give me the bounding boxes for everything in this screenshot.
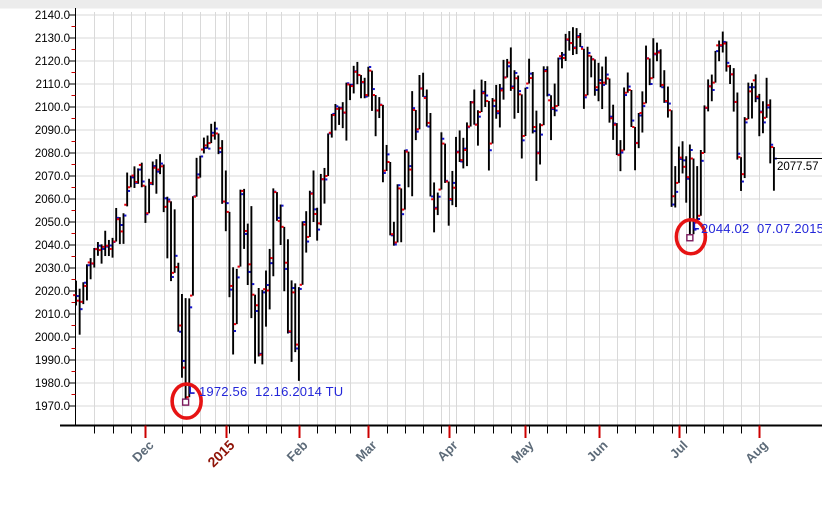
y-tick-label: 2130.0 bbox=[35, 33, 70, 45]
y-tick-label: 2090.0 bbox=[35, 125, 70, 137]
highlight-circle bbox=[170, 382, 203, 420]
last-price-label: 2077.57 bbox=[777, 161, 819, 173]
window-chrome-strip bbox=[0, 0, 822, 9]
y-tick-label: 2070.0 bbox=[35, 171, 70, 183]
annotation-low-dec-label[interactable]: 1972.56 12.16.2014 TU bbox=[199, 384, 344, 399]
y-tick-label: 2020.0 bbox=[35, 286, 70, 298]
x-axis-month-label: Apr bbox=[434, 438, 460, 464]
highlight-circle bbox=[674, 217, 708, 256]
y-tick-label: 2050.0 bbox=[35, 217, 70, 229]
y-tick-label: 2060.0 bbox=[35, 194, 70, 206]
y-tick-label: 1970.0 bbox=[35, 401, 70, 413]
x-axis-month-labels: Dec 2015 Feb Mar Apr May Jun Jul Aug bbox=[129, 437, 771, 470]
y-tick-label: 2030.0 bbox=[35, 263, 70, 275]
y-axis-labels: 2140.0 2130.0 2120.0 2110.0 2100.0 2090.0 2080… bbox=[35, 10, 70, 413]
x-axis-month-label: Jul bbox=[667, 438, 691, 462]
x-axis-month-label: Dec bbox=[129, 438, 156, 465]
y-axis-ticks bbox=[69, 14, 76, 407]
y-tick-label: 2080.0 bbox=[35, 148, 70, 160]
annotation-markers[interactable] bbox=[170, 217, 708, 420]
y-tick-label: 2110.0 bbox=[36, 79, 70, 91]
x-axis-ticks bbox=[93, 425, 761, 438]
annotation-2[interactable] bbox=[674, 217, 708, 256]
x-axis-month-label: Mar bbox=[353, 438, 380, 465]
y-tick-label: 2040.0 bbox=[35, 240, 70, 252]
x-axis-month-label: May bbox=[508, 437, 537, 466]
y-tick-label: 2100.0 bbox=[35, 102, 70, 114]
x-axis-month-label: Feb bbox=[284, 437, 311, 464]
x-axis-year-label: 2015 bbox=[204, 437, 237, 470]
annotation-low-jul-label[interactable]: 2044.02 07.07.2015 bbox=[701, 221, 822, 236]
annotation-1[interactable] bbox=[170, 382, 203, 420]
y-tick-label: 2140.0 bbox=[35, 10, 70, 22]
y-tick-label: 1980.0 bbox=[35, 378, 70, 390]
y-tick-label: 1990.0 bbox=[35, 355, 70, 367]
x-axis-month-label: Aug bbox=[742, 437, 771, 466]
ohlc-bars[interactable] bbox=[73, 27, 777, 401]
x-axis-month-label: Jun bbox=[584, 437, 611, 464]
y-tick-label: 2010.0 bbox=[35, 309, 70, 321]
last-price-marker bbox=[772, 157, 822, 173]
y-tick-label: 2000.0 bbox=[35, 332, 70, 344]
y-tick-label: 2120.0 bbox=[35, 56, 70, 68]
